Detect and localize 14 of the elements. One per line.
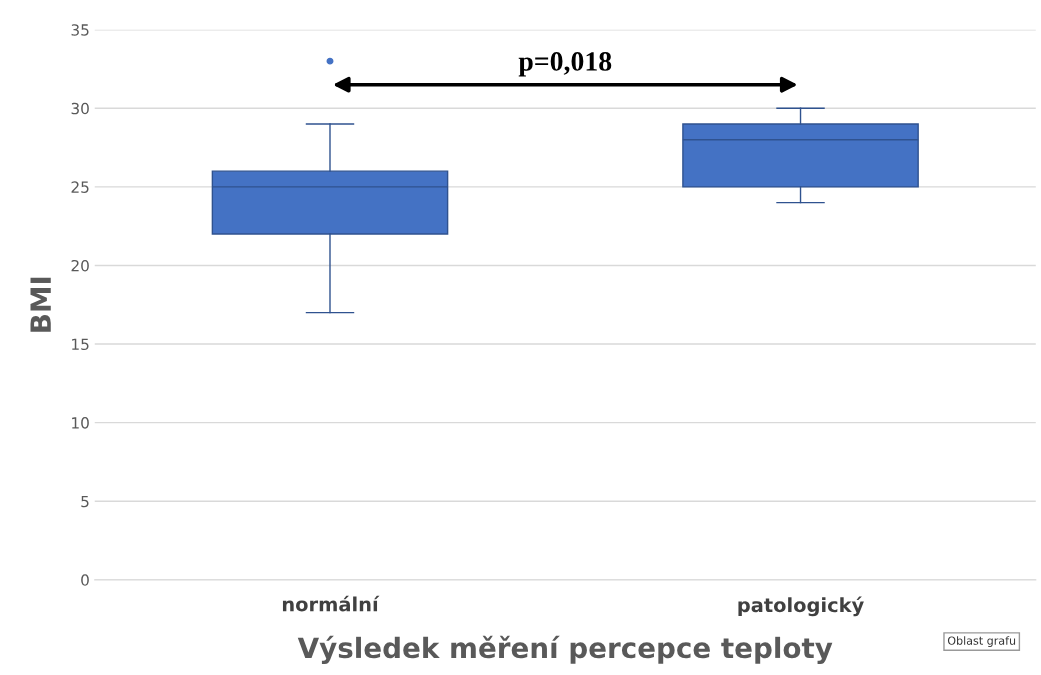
x-tick-label: normální	[282, 595, 380, 612]
x-axis-title: Výsledek měření percepce teploty	[297, 635, 833, 664]
text: Oblast grafu	[947, 636, 1016, 647]
y-axis-title: BMI	[30, 277, 51, 332]
annotation: p=0,018	[518, 52, 612, 77]
x-tick-label: patologický	[738, 596, 864, 617]
y-tick-label: 30	[71, 102, 89, 115]
y-tick-label: 10	[72, 417, 89, 429]
y-tick-label: 20	[71, 259, 89, 272]
y-tick-label: 25	[71, 181, 89, 193]
y-tick-label: 5	[81, 495, 89, 508]
y-tick-label: 15	[72, 338, 89, 351]
y-tick-label: 0	[81, 574, 89, 586]
y-tick-label: 35	[71, 24, 89, 36]
